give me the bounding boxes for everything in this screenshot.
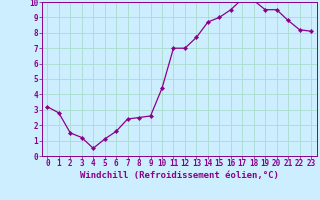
X-axis label: Windchill (Refroidissement éolien,°C): Windchill (Refroidissement éolien,°C) [80,171,279,180]
